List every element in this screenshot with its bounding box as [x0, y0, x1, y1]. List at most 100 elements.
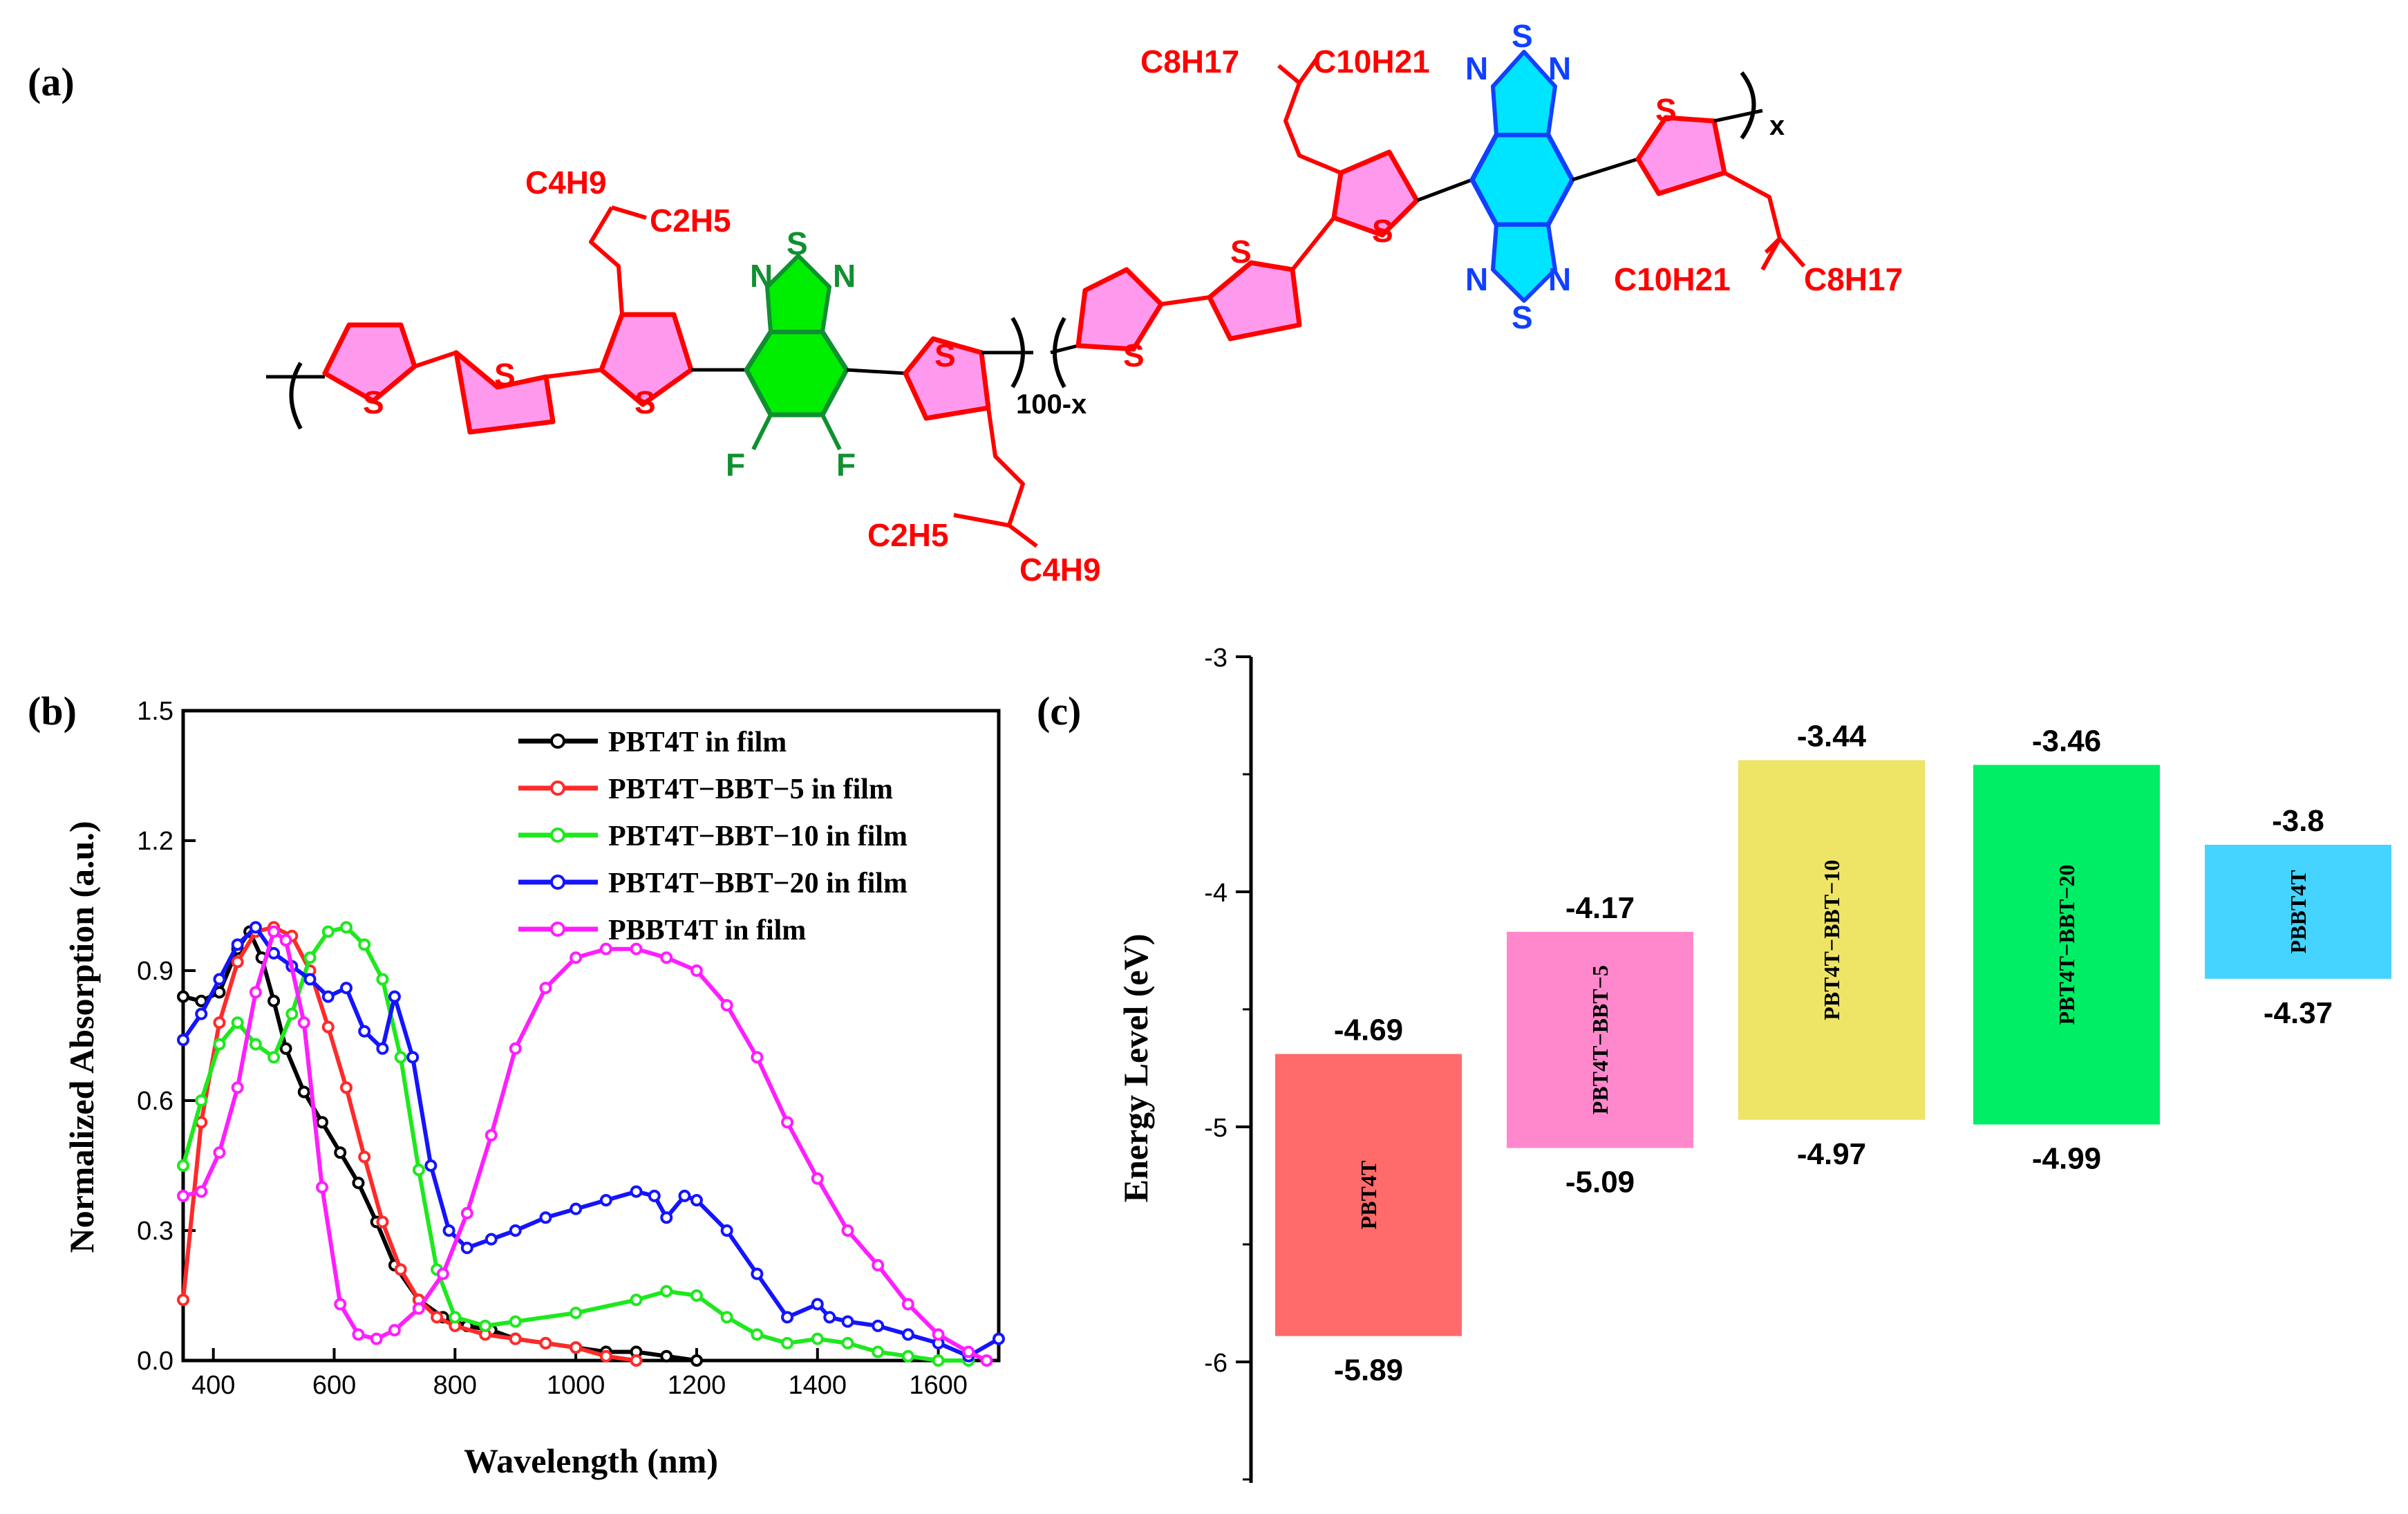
data-point: [539, 1211, 552, 1224]
data-point: [436, 1267, 449, 1280]
data-point: [993, 1332, 1005, 1345]
data-point: [460, 1206, 473, 1219]
data-point: [570, 951, 583, 964]
data-point: [358, 938, 371, 951]
absorption-chart: 400 600 800 1000 1200 1400 1600 0.0 0.3 0.6 0.9 1.2…: [62, 697, 1005, 1480]
ring-link: [414, 351, 457, 368]
data-point: [279, 1042, 292, 1055]
legend-label: PBT4T−BBT−20 in film: [608, 868, 907, 899]
y-tick-label: 0.3: [137, 1217, 173, 1246]
series-line: [182, 929, 988, 1363]
thiophene-ring-alkyl: S: [1277, 57, 1420, 249]
lumo-value-label: -3.44: [1797, 720, 1867, 754]
data-point: [376, 1042, 389, 1055]
data-point: [479, 1319, 492, 1332]
energy-bar: [1275, 1054, 1462, 1336]
data-point: [352, 1328, 365, 1341]
data-point: [388, 1324, 401, 1337]
nitrogen-atom-label: N: [750, 258, 773, 294]
legend-marker: [550, 922, 565, 937]
x-tick-label: 800: [433, 1371, 477, 1400]
data-point: [811, 1332, 824, 1345]
data-point: [449, 1311, 462, 1324]
legend-marker: [550, 733, 565, 749]
data-point: [177, 1034, 189, 1047]
thiophene-ring: S: [453, 350, 556, 435]
energy-bars: PBT4T -4.69 -5.89 PBT4T−BBT−5 -4.17 -5.09 PBT4…: [1275, 720, 2391, 1387]
y-tick-label: -3: [1204, 644, 1227, 673]
data-point: [321, 990, 335, 1003]
data-point: [285, 1007, 299, 1020]
data-point: [841, 1315, 854, 1328]
sulfur-atom-label: S: [634, 384, 656, 420]
data-point: [570, 1307, 583, 1320]
data-point: [267, 994, 281, 1007]
legend-marker: [550, 828, 565, 843]
data-point: [872, 1319, 885, 1332]
thiophene-ring-alkyl: S: [1635, 92, 1806, 271]
data-point: [334, 1146, 347, 1159]
data-point: [781, 1336, 794, 1349]
data-point: [424, 1159, 438, 1172]
data-point: [370, 1332, 383, 1345]
legend-label: PBT4T in film: [608, 727, 787, 758]
energy-bar: [1973, 765, 2160, 1125]
data-point: [213, 1016, 226, 1029]
data-point: [690, 964, 703, 977]
bar-category-label: PBT4T−BBT−20: [2054, 864, 2079, 1025]
data-point: [303, 973, 317, 986]
data-point: [509, 1042, 522, 1055]
data-point: [195, 1007, 208, 1020]
data-point: [570, 1341, 583, 1354]
y-tick-label: -4: [1204, 879, 1227, 908]
data-point: [249, 1038, 262, 1051]
data-point: [485, 1233, 498, 1246]
data-point: [751, 1051, 764, 1064]
sulfur-atom-label: S: [1123, 337, 1145, 373]
data-point: [297, 1016, 310, 1029]
data-point: [751, 1328, 764, 1341]
substituent-c8h17: C8H17: [1804, 261, 1903, 297]
x-tick-label: 1000: [547, 1371, 605, 1400]
data-point: [720, 1311, 733, 1324]
series-line: [181, 925, 1000, 1358]
data-point: [648, 1189, 661, 1202]
data-point: [303, 951, 317, 964]
data-point: [485, 1129, 498, 1142]
data-point: [394, 1051, 407, 1064]
nitrogen-atom-label: N: [1548, 50, 1571, 86]
y-tick-label: 1.2: [137, 827, 173, 856]
sulfur-atom-label: S: [1655, 92, 1677, 128]
data-point: [932, 1328, 945, 1341]
data-point: [678, 1189, 691, 1202]
substituent-c4h9: C4H9: [525, 165, 607, 200]
backbone-bond: [1050, 344, 1079, 355]
bar-category-label: PBBT4T: [2286, 870, 2311, 953]
ring-link: [1290, 216, 1336, 271]
data-point: [811, 1298, 824, 1311]
data-point: [279, 934, 292, 947]
sulfur-atom-label: S: [1512, 18, 1533, 54]
sulfur-atom-label: S: [363, 384, 384, 420]
legend-label: PBBT4T in film: [608, 915, 806, 946]
thiophene-ring: S: [322, 322, 417, 420]
ring-link: [1160, 295, 1210, 306]
ring-link: [545, 368, 602, 379]
fluorine-atom-label: F: [726, 447, 745, 483]
axis-ticks: 400 600 800 1000 1200 1400 1600 0.0 0.3 0.6 0.9 1.2…: [137, 697, 968, 1400]
nitrogen-atom-label: N: [1548, 261, 1571, 297]
sulfur-atom-label: S: [1230, 234, 1252, 270]
thiophene-ring: S: [1075, 267, 1164, 373]
data-point: [901, 1349, 914, 1363]
homo-value-label: -4.37: [2264, 996, 2333, 1030]
data-point: [509, 1224, 522, 1237]
sulfur-atom-label: S: [934, 337, 956, 373]
data-point: [690, 1354, 703, 1367]
data-point: [442, 1224, 455, 1237]
nitrogen-atom-label: N: [1465, 50, 1488, 86]
bar-category-label: PBT4T: [1356, 1161, 1381, 1230]
x-tick-label: 1600: [909, 1371, 968, 1400]
y-tick-label: 1.5: [137, 697, 173, 726]
y-tick-label: -6: [1204, 1349, 1227, 1378]
substituent-c10h21: C10H21: [1313, 44, 1430, 80]
